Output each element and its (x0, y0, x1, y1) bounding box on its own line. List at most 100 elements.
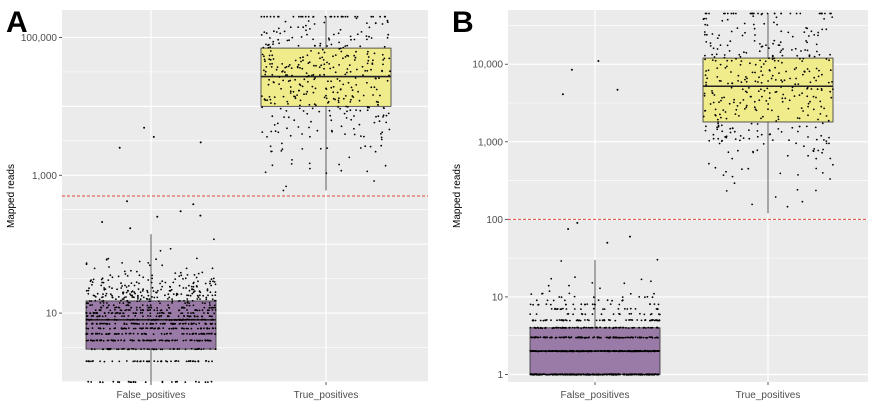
data-point (104, 294, 107, 297)
data-point (370, 86, 373, 89)
data-point (138, 323, 141, 325)
data-point (385, 121, 388, 124)
data-point (311, 107, 314, 110)
data-point (734, 138, 737, 141)
data-point (727, 82, 729, 85)
data-point (323, 96, 326, 99)
data-point (204, 381, 207, 384)
data-point (703, 31, 706, 33)
data-point (171, 302, 174, 304)
data-point (634, 308, 637, 310)
data-point (383, 45, 386, 48)
data-point (830, 96, 833, 99)
data-point (214, 323, 217, 325)
data-point (319, 44, 321, 47)
data-point (383, 107, 385, 110)
data-point (137, 294, 139, 297)
data-point (127, 348, 130, 350)
data-point (819, 100, 822, 103)
data-point (133, 322, 136, 325)
data-point (810, 88, 813, 90)
data-point (824, 12, 826, 15)
data-point (132, 360, 135, 363)
data-point (721, 139, 723, 142)
data-point (204, 339, 207, 342)
data-point (711, 92, 714, 94)
data-point (825, 115, 828, 117)
data-point (621, 299, 624, 301)
data-point (114, 312, 117, 315)
data-point (311, 74, 313, 77)
data-point (617, 373, 620, 376)
data-point (585, 336, 587, 339)
data-point (98, 332, 101, 335)
data-point (366, 106, 369, 108)
data-point (642, 336, 645, 339)
data-point (296, 66, 299, 69)
data-point (829, 90, 832, 93)
data-point (107, 348, 110, 351)
data-point (306, 33, 308, 36)
data-point (609, 303, 612, 305)
data-point (760, 88, 762, 91)
data-point (712, 137, 715, 140)
data-point (101, 348, 104, 351)
data-point (160, 312, 163, 314)
data-point (289, 92, 292, 94)
data-point (168, 327, 171, 330)
data-point (656, 319, 658, 322)
data-point (188, 333, 191, 335)
data-point (186, 309, 188, 311)
data-point (565, 350, 568, 353)
data-point (588, 336, 590, 339)
data-point (791, 89, 794, 92)
data-point (615, 336, 617, 339)
data-point (125, 323, 128, 325)
data-point (748, 87, 750, 89)
data-point (786, 205, 789, 208)
data-point (179, 271, 182, 274)
data-point (135, 281, 138, 284)
data-point (85, 262, 88, 264)
data-point (155, 315, 158, 318)
data-point (313, 64, 315, 67)
data-point (159, 302, 161, 305)
data-point (716, 126, 718, 129)
data-point (582, 326, 585, 329)
data-point (203, 318, 206, 321)
data-point (126, 300, 129, 302)
data-point (716, 67, 719, 69)
data-point (733, 182, 736, 185)
data-point (177, 300, 180, 302)
outlier-point (129, 227, 132, 230)
data-point (638, 373, 640, 376)
data-point (350, 86, 353, 89)
data-point (568, 284, 570, 287)
data-point (378, 120, 381, 123)
data-point (104, 288, 107, 290)
data-point (630, 319, 633, 321)
data-point (731, 157, 734, 160)
data-point (825, 142, 828, 145)
data-point (96, 318, 99, 321)
data-point (639, 336, 642, 339)
data-point (168, 306, 170, 309)
data-point (725, 117, 728, 120)
data-point (728, 50, 731, 52)
data-point (269, 15, 272, 18)
data-point (192, 282, 195, 285)
data-point (545, 319, 548, 321)
data-point (319, 42, 322, 45)
data-point (566, 350, 569, 353)
panel-letter: B (452, 6, 474, 39)
outlier-point (118, 146, 121, 149)
data-point (263, 31, 266, 33)
data-point (327, 80, 329, 83)
panel-letter: A (6, 6, 28, 39)
data-point (331, 130, 333, 133)
data-point (338, 41, 340, 44)
data-point (102, 302, 105, 304)
data-point (350, 38, 352, 41)
data-point (300, 60, 302, 63)
